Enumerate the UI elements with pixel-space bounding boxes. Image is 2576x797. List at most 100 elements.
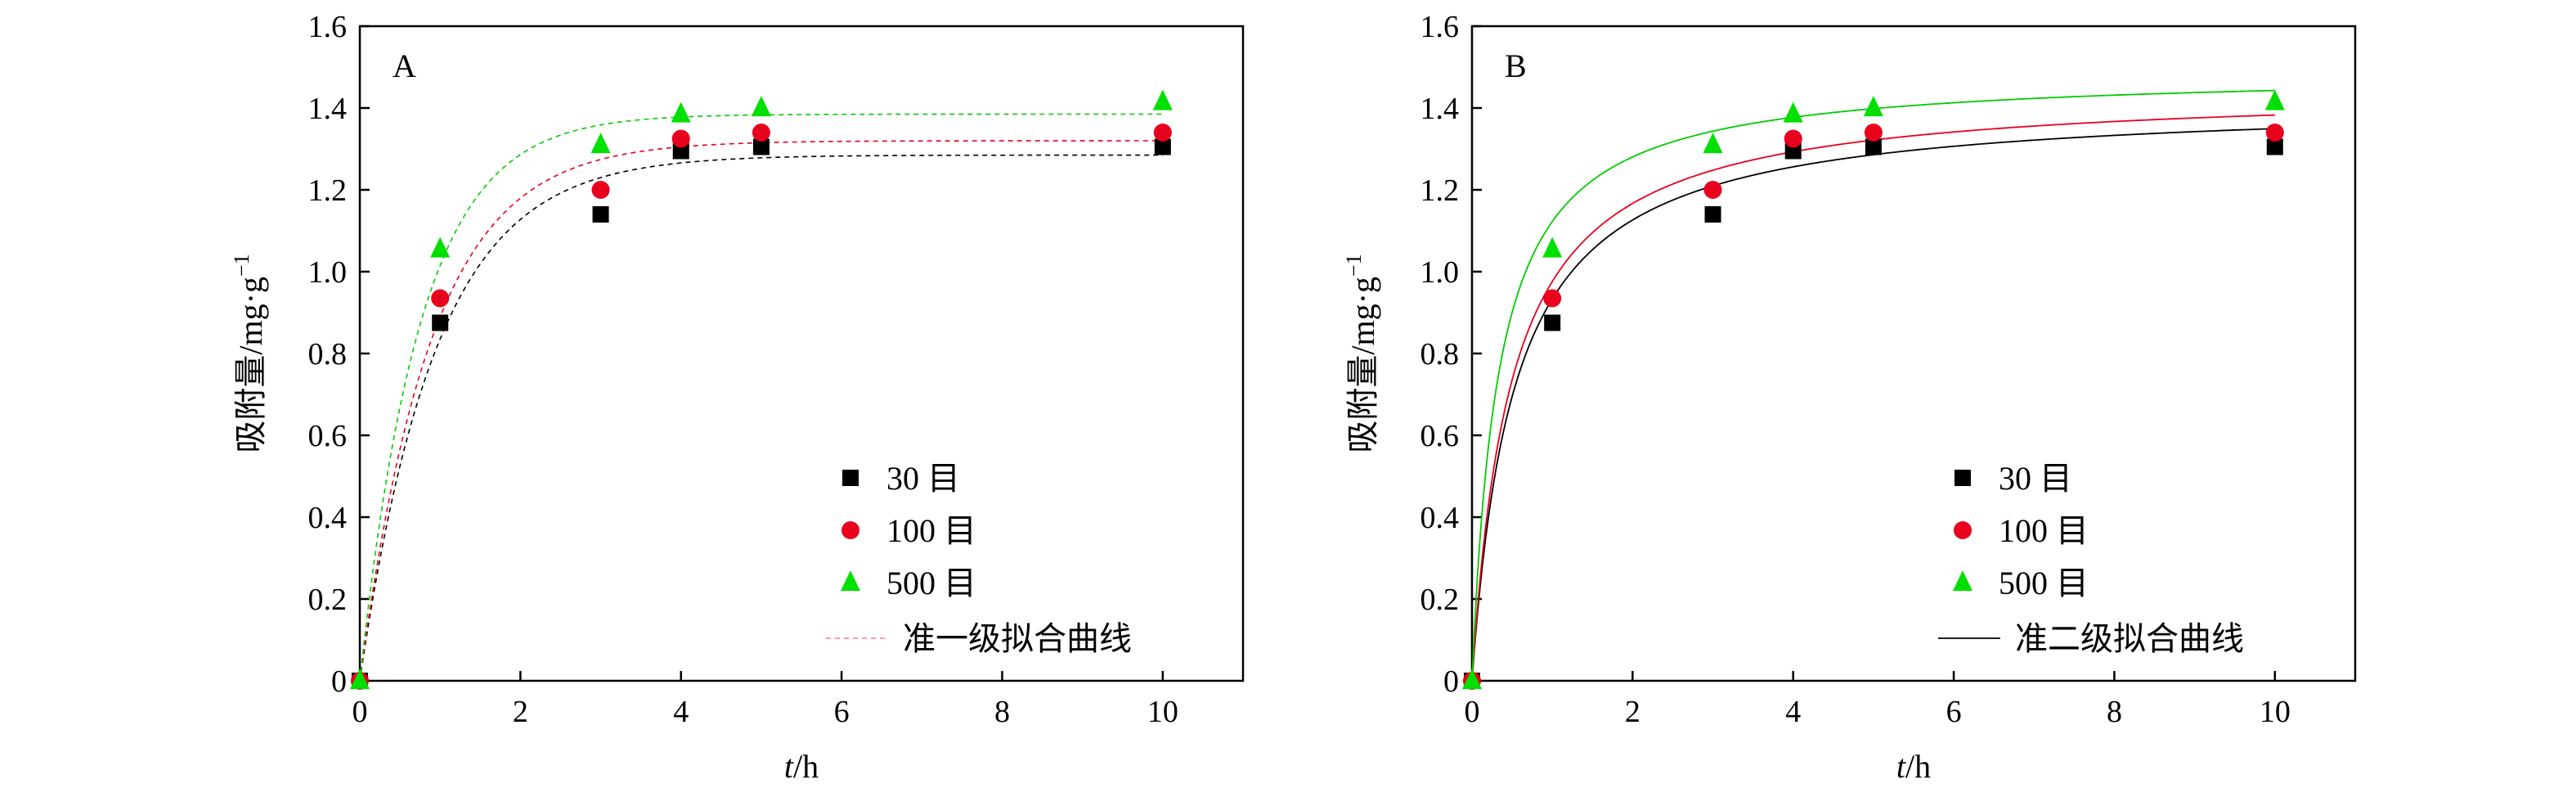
data-point-triangle <box>1863 96 1883 117</box>
x-tick-label: 0 <box>1465 695 1480 729</box>
legend-label: 500 目 <box>886 565 976 601</box>
x-axis-title-unit: /h <box>1905 748 1931 785</box>
y-axis-title: 吸附量/mg·g−1 <box>230 254 269 453</box>
data-point-circle <box>1864 124 1883 142</box>
y-axis-title: 吸附量/mg·g−1 <box>1342 254 1381 453</box>
fit-curve-30-mesh <box>1471 128 2275 682</box>
fit-curve-500-mesh <box>1471 89 2275 682</box>
legend-marker-circle <box>841 521 859 539</box>
legend-marker-square <box>842 470 859 486</box>
series-100-mesh <box>1463 124 2284 690</box>
x-axis-title-variable: t <box>784 748 794 785</box>
data-point-square <box>1544 314 1561 331</box>
fit-curve-100-mesh <box>1471 114 2275 682</box>
x-tick-label: 4 <box>1785 695 1801 729</box>
data-point-circle <box>1703 181 1722 199</box>
panel-label: A <box>393 47 416 84</box>
y-tick-label: 0.2 <box>1420 583 1460 617</box>
data-point-circle <box>671 129 690 148</box>
data-point-square <box>1784 142 1802 160</box>
data-point-square <box>1704 206 1721 223</box>
y-axis-title-main: 吸附量/mg·g <box>232 277 269 453</box>
y-tick-label: 0.2 <box>308 583 348 617</box>
data-point-triangle <box>751 96 771 117</box>
data-point-triangle <box>1542 236 1563 258</box>
y-tick-label: 0.8 <box>1420 337 1460 371</box>
data-point-triangle <box>430 236 451 258</box>
data-point-circle <box>2265 124 2284 142</box>
y-axis: 0 0.2 0.4 0.6 0.8 1.0 1.2 1.4 1.6 <box>1420 10 1482 699</box>
x-tick-label: 8 <box>2107 695 2122 729</box>
data-point-triangle <box>671 101 691 123</box>
data-point-square <box>2266 138 2283 155</box>
fit-curves <box>359 113 1163 682</box>
data-point-square <box>592 206 609 223</box>
data-point-triangle <box>1462 669 1482 690</box>
fit-curve-500-mesh <box>359 113 1163 682</box>
series-30-mesh <box>1464 138 2283 689</box>
plot-frame <box>1470 25 2357 682</box>
panel-label: B <box>1505 47 1527 84</box>
panel-a: 0 2 4 6 8 10 0 0.2 0.4 0.6 0.8 1.0 1.2 1.4 1.6 t/h 吸附量/m… <box>230 10 1245 785</box>
legend-label: 30 目 <box>1999 460 2072 497</box>
y-tick-label: 0.8 <box>308 337 348 371</box>
data-point-circle <box>591 181 610 199</box>
y-tick-label: 1.4 <box>1420 92 1460 126</box>
data-point-square <box>752 138 770 155</box>
y-tick-label: 0.6 <box>1420 419 1460 453</box>
x-tick-label: 8 <box>994 695 1010 729</box>
y-tick-label: 1.2 <box>308 173 348 208</box>
fit-curve-100-mesh <box>359 140 1163 682</box>
y-tick-label: 0.6 <box>308 419 348 453</box>
data-point-square <box>1865 138 1882 155</box>
data-point-triangle <box>350 669 370 690</box>
series-500-mesh <box>350 89 1173 690</box>
x-tick-label: 6 <box>834 695 850 729</box>
y-axis-title-superscript: −1 <box>1342 254 1366 277</box>
legend-marker-square <box>1954 470 1971 486</box>
x-tick-label: 10 <box>1147 695 1178 729</box>
x-tick-label: 0 <box>352 695 368 729</box>
data-point-circle <box>1153 124 1172 142</box>
data-point-circle <box>752 124 770 142</box>
y-axis: 0 0.2 0.4 0.6 0.8 1.0 1.2 1.4 1.6 <box>308 10 370 699</box>
y-tick-label: 0.4 <box>1420 501 1460 535</box>
data-point-square <box>672 142 689 160</box>
data-point-triangle <box>1703 133 1723 154</box>
legend-label: 30 目 <box>886 460 960 497</box>
data-point-circle <box>1543 289 1562 308</box>
y-tick-label: 1.4 <box>308 92 348 126</box>
data-point-circle <box>431 289 450 308</box>
y-tick-label: 0 <box>1443 664 1459 699</box>
x-axis-title: t/h <box>784 748 819 785</box>
series-30-mesh <box>352 138 1171 689</box>
y-tick-label: 1.0 <box>1420 255 1460 290</box>
x-tick-label: 2 <box>513 695 528 729</box>
data-point-triangle <box>1783 101 1803 123</box>
x-tick-label: 10 <box>2260 695 2291 729</box>
x-tick-label: 4 <box>673 695 689 729</box>
panel-b: 0 2 4 6 8 10 0 0.2 0.4 0.6 0.8 1.0 1.2 1.4 1.6 t/h 吸附量/m… <box>1342 10 2357 785</box>
legend-label: 500 目 <box>1999 565 2089 601</box>
y-tick-label: 1.6 <box>308 10 348 44</box>
legend-marker-triangle <box>1953 570 1972 592</box>
series-100-mesh <box>351 124 1172 690</box>
fit-curves <box>1471 89 2275 682</box>
data-point-square <box>432 314 449 331</box>
y-tick-label: 0.4 <box>308 501 348 535</box>
data-point-triangle <box>590 133 611 154</box>
data-point-circle <box>1784 129 1802 148</box>
x-tick-label: 6 <box>1946 695 1962 729</box>
data-point-triangle <box>2264 89 2285 110</box>
x-axis-title: t/h <box>1896 748 1931 785</box>
y-tick-label: 1.0 <box>308 255 348 290</box>
x-axis: 0 2 4 6 8 10 <box>352 671 1178 729</box>
legend-marker-triangle <box>841 570 860 592</box>
y-tick-label: 0 <box>331 664 347 699</box>
legend-fit-label: 准二级拟合曲线 <box>2015 620 2244 657</box>
x-axis-title-variable: t <box>1896 748 1906 785</box>
legend-fit-label: 准一级拟合曲线 <box>903 620 1132 657</box>
data-point-square <box>1154 138 1171 155</box>
